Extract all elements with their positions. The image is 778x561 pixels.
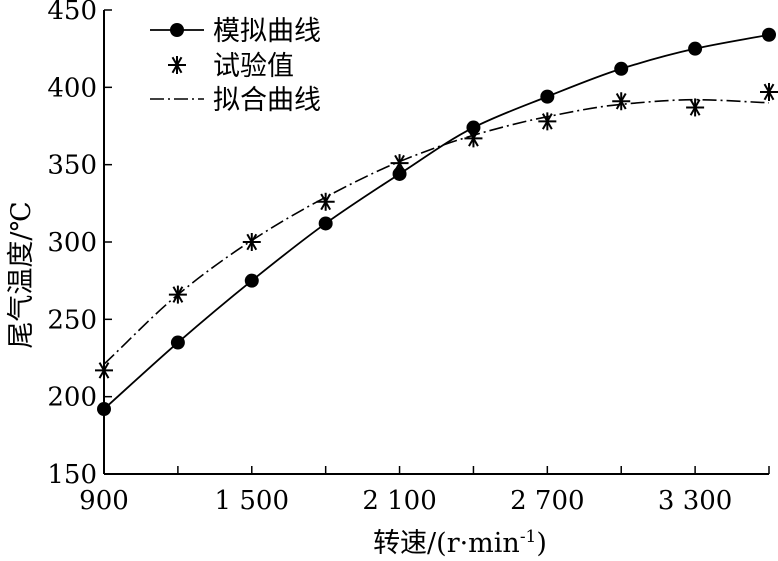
point-sim bbox=[318, 216, 333, 231]
y-tick-label: 200 bbox=[47, 383, 97, 413]
legend-exp-label: 试验值 bbox=[213, 51, 294, 82]
x-tick-label: 3 300 bbox=[658, 486, 732, 516]
y-tick-label: 350 bbox=[47, 151, 97, 181]
point-sim bbox=[762, 27, 776, 42]
point-exp bbox=[390, 154, 409, 173]
point-exp bbox=[464, 129, 483, 148]
x-tick-label: 2 700 bbox=[510, 486, 584, 516]
series-sim-line bbox=[103, 33, 770, 410]
point-sim bbox=[244, 273, 259, 288]
legend-exp-marker bbox=[168, 56, 186, 74]
point-exp bbox=[686, 98, 705, 117]
y-tick-label: 450 bbox=[47, 0, 97, 26]
x-axis-ticks: 900 1 500 2 100 2 700 3 300 bbox=[79, 466, 770, 516]
x-tick-label: 1 500 bbox=[215, 486, 289, 516]
axes bbox=[103, 10, 769, 475]
y-axis-ticks: 150 200 250 300 350 400 450 bbox=[47, 0, 112, 490]
point-exp bbox=[538, 112, 557, 131]
legend-sim-label: 模拟曲线 bbox=[213, 16, 321, 47]
legend-fit-label: 拟合曲线 bbox=[213, 85, 321, 116]
point-exp bbox=[95, 361, 113, 380]
point-sim bbox=[170, 335, 185, 350]
point-exp bbox=[760, 82, 778, 101]
point-sim bbox=[688, 41, 703, 56]
y-axis-label: 尾气温度/℃ bbox=[6, 201, 37, 348]
point-exp bbox=[242, 233, 261, 251]
point-exp bbox=[612, 92, 631, 111]
point-exp bbox=[316, 192, 335, 211]
series-layer bbox=[95, 27, 778, 417]
y-tick-label: 300 bbox=[47, 228, 97, 258]
x-tick-label: 900 bbox=[79, 486, 129, 516]
y-tick-label: 400 bbox=[47, 73, 97, 103]
y-tick-label: 150 bbox=[47, 460, 97, 490]
point-sim bbox=[97, 402, 111, 417]
point-sim bbox=[540, 89, 555, 104]
point-sim bbox=[614, 61, 629, 76]
legend-sim-marker bbox=[170, 23, 184, 37]
series-fit-line bbox=[103, 98, 770, 365]
x-tick-label: 2 100 bbox=[362, 486, 436, 516]
x-axis-label: 转速/(r·min-1) bbox=[373, 527, 547, 559]
point-exp bbox=[168, 285, 187, 304]
y-tick-label: 250 bbox=[47, 305, 97, 335]
